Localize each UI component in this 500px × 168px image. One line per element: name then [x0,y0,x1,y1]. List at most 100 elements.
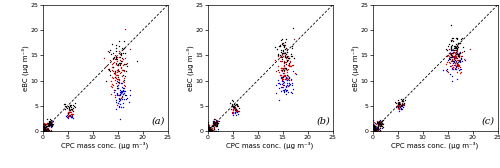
Point [115,81,123,83]
Point [230,105,238,107]
Point [376,120,384,123]
Point [282,38,290,40]
Point [110,66,118,68]
Point [47,124,55,126]
Point [204,128,212,131]
Point [286,56,294,59]
Point [229,114,237,116]
Point [115,97,123,100]
Point [277,90,285,93]
Point [112,80,120,82]
Point [113,85,121,87]
Point [454,59,462,61]
Point [204,129,212,132]
Point [280,64,288,67]
Point [452,56,460,59]
Point [444,59,452,61]
Point [284,90,292,93]
Point [276,55,283,58]
Point [208,129,216,132]
Point [457,57,465,60]
Point [276,54,283,56]
Point [40,128,48,130]
Point [370,130,378,132]
Point [452,50,460,53]
Point [282,86,290,88]
Point [40,128,48,131]
Point [206,129,214,132]
Point [210,122,218,125]
Point [114,63,122,66]
Point [286,59,294,62]
Point [397,107,405,110]
Point [112,100,120,103]
Point [284,59,292,62]
Point [212,121,220,124]
Point [449,61,457,64]
Point [280,75,288,78]
Point [448,58,456,61]
Point [41,130,49,132]
Point [232,110,240,113]
Point [212,120,220,122]
Point [376,122,384,125]
Point [206,129,214,131]
Point [395,109,403,112]
Point [118,86,126,88]
Point [40,129,48,132]
Point [370,129,378,132]
Point [369,128,377,131]
Point [370,127,378,129]
Point [230,111,237,114]
Point [39,129,47,131]
Point [456,61,464,63]
Point [206,129,214,132]
Point [448,65,456,68]
Point [370,126,378,129]
Point [452,49,460,51]
Point [46,121,54,124]
Point [38,130,46,132]
Point [232,109,240,112]
Point [448,36,456,39]
Point [212,122,220,125]
Point [108,83,116,86]
Point [446,65,454,68]
Point [454,45,462,48]
Point [62,107,70,110]
Point [280,60,288,63]
Point [289,70,297,73]
Point [280,73,288,76]
Point [61,108,69,111]
Point [458,37,466,40]
Point [208,129,216,131]
Point [40,129,48,132]
Point [447,39,455,42]
Point [46,121,54,124]
Point [276,86,284,88]
Point [398,104,406,106]
Point [204,129,212,131]
Point [272,58,280,61]
Point [42,123,50,125]
Point [372,128,380,130]
Point [450,55,458,57]
Point [111,89,119,92]
Point [46,124,54,126]
Point [284,85,292,88]
Point [48,124,56,127]
Point [206,129,214,132]
Point [112,56,120,59]
Point [122,94,130,96]
Point [48,124,56,127]
Point [398,103,406,106]
Point [208,124,216,127]
Y-axis label: eBC (μg m⁻³): eBC (μg m⁻³) [352,45,359,91]
Point [452,51,460,53]
Point [46,125,54,128]
Point [112,99,120,102]
Point [112,49,120,52]
Point [288,55,296,58]
Point [111,94,119,97]
Point [277,55,285,58]
